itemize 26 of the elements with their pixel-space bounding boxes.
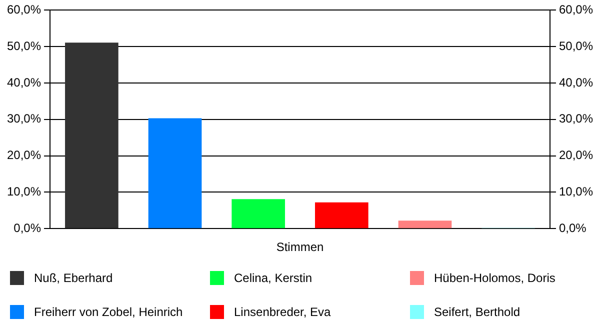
bar xyxy=(398,220,452,228)
bar xyxy=(148,118,202,228)
bar xyxy=(232,199,285,228)
text: 40,0% xyxy=(558,75,594,90)
legend-label: Seifert, Berthold xyxy=(434,305,520,319)
text: 60,0% xyxy=(558,2,594,17)
legend-label: Nuß, Eberhard xyxy=(34,271,113,285)
text: 10,0% xyxy=(558,184,594,199)
legend-label: Celina, Kerstin xyxy=(234,271,312,285)
y-tick-label: 20,0% xyxy=(6,148,42,162)
text: 30,0% xyxy=(558,112,594,126)
x-tick-label: Stimmen xyxy=(276,240,324,254)
bar xyxy=(65,42,118,228)
bar xyxy=(315,202,368,228)
y-tick-label: 40,0% xyxy=(6,75,42,90)
text: 50,0% xyxy=(558,38,594,53)
y-tick-label: 0,0% xyxy=(14,220,42,235)
text: 20,0% xyxy=(558,148,594,162)
y-tick-label: 30,0% xyxy=(6,112,42,126)
legend-label: Freiherr von Zobel, Heinrich xyxy=(34,305,183,319)
text: 0,0% xyxy=(558,220,586,235)
legend-label: Hüben-Holomos, Doris xyxy=(434,271,556,285)
y-tick-label: 10,0% xyxy=(6,184,42,199)
y-tick-label: 60,0% xyxy=(6,2,42,17)
legend-label: Linsenbreder, Eva xyxy=(234,305,331,319)
y-tick-label: 50,0% xyxy=(6,38,42,53)
